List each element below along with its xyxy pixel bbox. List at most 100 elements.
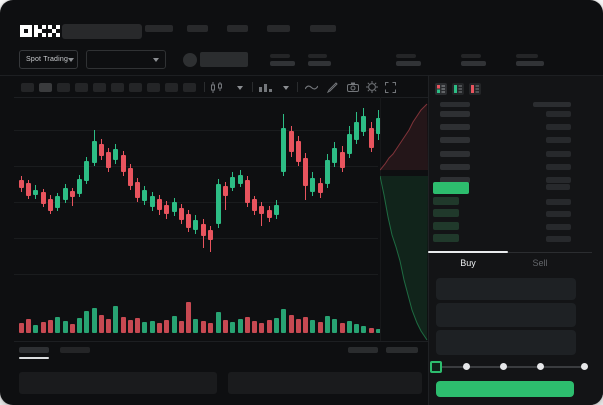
candle-body — [157, 199, 162, 210]
ask-price-bar[interactable] — [440, 137, 470, 143]
slider-dot-50[interactable] — [500, 363, 507, 370]
orders-toolbar-item[interactable] — [386, 347, 418, 353]
indicators-wave-icon[interactable] — [305, 84, 318, 91]
bid-price-bar[interactable] — [433, 209, 459, 217]
order-input-field[interactable] — [436, 303, 576, 327]
bid-price-bar[interactable] — [433, 197, 459, 205]
bid-amount-bar[interactable] — [546, 224, 571, 230]
bid-price-bar[interactable] — [433, 222, 459, 230]
volume-bar — [128, 320, 133, 333]
bid-amount-bar[interactable] — [546, 199, 571, 205]
stat-label-placeholder — [516, 54, 538, 58]
nav-item[interactable] — [267, 25, 290, 32]
chevron-down-icon[interactable] — [283, 86, 289, 90]
ask-amount-bar[interactable] — [546, 177, 571, 183]
timeframe-button[interactable] — [147, 83, 160, 92]
ask-price-bar[interactable] — [440, 151, 470, 157]
ask-price-bar[interactable] — [440, 177, 470, 183]
ask-price-bar[interactable] — [440, 124, 470, 130]
last-amount-bar — [546, 184, 570, 190]
ask-price-bar[interactable] — [440, 164, 470, 170]
stat-label-placeholder — [461, 54, 481, 58]
candle-body — [135, 182, 140, 198]
pair-selector-dropdown[interactable] — [86, 50, 166, 69]
volume-bar — [238, 319, 243, 333]
nav-item[interactable] — [145, 25, 173, 32]
nav-item[interactable] — [310, 25, 336, 32]
timeframe-button[interactable] — [39, 83, 52, 92]
ask-price-bar[interactable] — [440, 111, 470, 117]
camera-snapshot-icon[interactable] — [347, 82, 359, 92]
orders-tab[interactable] — [60, 347, 90, 353]
timeframe-button[interactable] — [75, 83, 88, 92]
okx-logo-icon — [20, 25, 60, 37]
bid-amount-bar[interactable] — [546, 236, 571, 242]
candle-body — [289, 131, 294, 152]
candle-body — [274, 205, 279, 215]
nav-item[interactable] — [227, 25, 248, 32]
timeframe-button[interactable] — [93, 83, 106, 92]
timeframe-button[interactable] — [129, 83, 142, 92]
nav-item[interactable] — [187, 25, 208, 32]
candle-body — [84, 161, 89, 181]
tab-buy[interactable]: Buy — [460, 258, 476, 268]
candle-body — [63, 188, 68, 200]
market-type-dropdown[interactable]: Spot Trading — [19, 50, 78, 69]
timeframe-button[interactable] — [21, 83, 34, 92]
slider-handle[interactable] — [430, 361, 442, 373]
candle-body — [92, 141, 97, 163]
ask-amount-bar[interactable] — [546, 124, 571, 130]
orders-tab[interactable] — [19, 347, 49, 353]
bid-price-bar[interactable] — [433, 234, 459, 242]
volume-bar — [121, 317, 126, 333]
last-price-pill — [433, 182, 469, 194]
volume-bar — [77, 318, 82, 333]
candle-body — [142, 190, 147, 201]
search-input[interactable] — [62, 24, 142, 39]
ask-amount-bar[interactable] — [546, 111, 571, 117]
timeframe-button[interactable] — [165, 83, 178, 92]
slider-dot-25[interactable] — [463, 363, 470, 370]
volume-bar — [164, 320, 169, 333]
tab-sell[interactable]: Sell — [532, 258, 548, 268]
slider-dot-100[interactable] — [581, 363, 588, 370]
logo-text: OKX — [0, 0, 1, 1]
ask-amount-bar[interactable] — [546, 164, 571, 170]
fullscreen-expand-icon[interactable] — [385, 82, 396, 93]
candle-body — [281, 128, 286, 172]
order-input-field[interactable] — [436, 330, 576, 355]
timeframe-button[interactable] — [111, 83, 124, 92]
ask-amount-bar[interactable] — [546, 151, 571, 157]
book-asks-only-icon[interactable] — [469, 83, 481, 95]
chevron-down-icon[interactable] — [237, 86, 243, 90]
ask-amount-bar[interactable] — [546, 137, 571, 143]
orderbook-header-amount — [533, 102, 571, 107]
slider-dot-75[interactable] — [537, 363, 544, 370]
volume-bar — [318, 322, 323, 333]
settings-gear-icon[interactable] — [366, 81, 378, 93]
candle-body — [347, 134, 352, 154]
candle-style-icon[interactable] — [210, 82, 224, 93]
buy-submit-button[interactable] — [436, 381, 574, 397]
stat-value-placeholder — [270, 61, 295, 66]
candle-body — [252, 199, 257, 211]
volume-bar — [325, 316, 330, 333]
candle-wick — [225, 182, 226, 210]
order-input-field[interactable] — [436, 278, 576, 300]
timeframe-button[interactable] — [57, 83, 70, 92]
candle-body — [245, 180, 250, 203]
orders-toolbar-item[interactable] — [348, 347, 378, 353]
book-combined-icon[interactable] — [435, 83, 447, 95]
interval-style-icon[interactable] — [259, 83, 273, 92]
draw-pencil-icon[interactable] — [327, 82, 338, 93]
book-bids-only-icon[interactable] — [452, 83, 464, 95]
bid-amount-bar[interactable] — [546, 211, 571, 217]
candle-body — [354, 122, 359, 140]
amount-slider-track[interactable] — [434, 366, 585, 368]
depth-asks — [380, 104, 428, 170]
candle-body — [99, 144, 104, 156]
timeframe-button[interactable] — [183, 83, 196, 92]
volume-bar — [55, 317, 60, 333]
volume-bar — [19, 323, 24, 333]
volume-bar — [193, 319, 198, 333]
